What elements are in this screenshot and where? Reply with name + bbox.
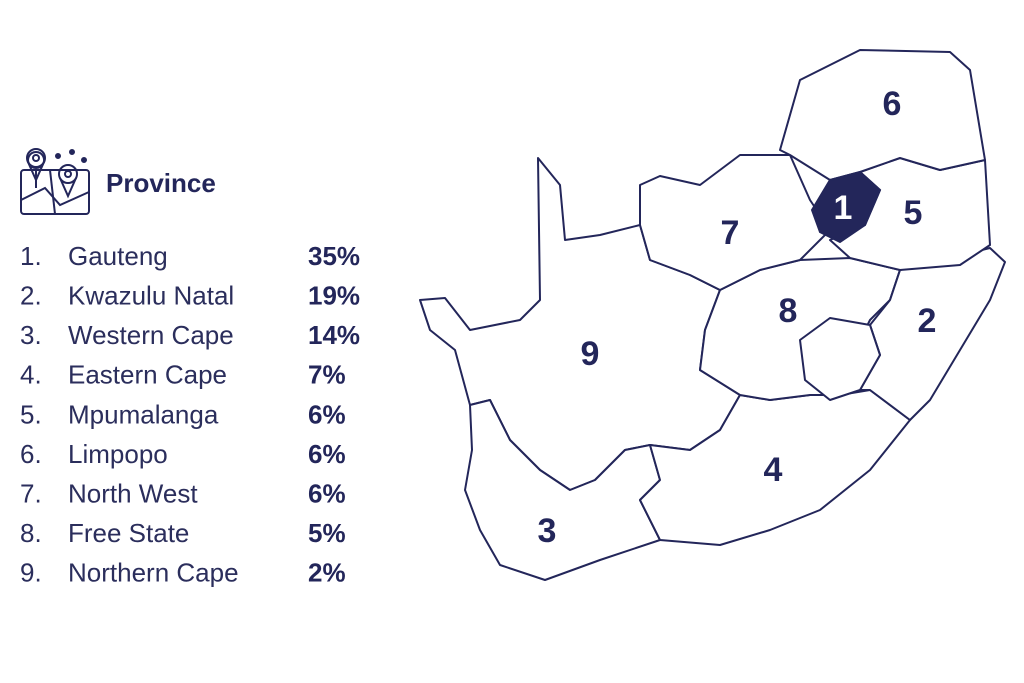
map-label: 3 <box>538 512 557 550</box>
map: 1 2 3 4 5 6 7 8 9 <box>419 49 1006 581</box>
province-share: 6% <box>308 399 346 429</box>
province-name: Kwazulu Natal <box>68 280 234 310</box>
province-name: Free State <box>68 518 189 548</box>
map-label: 5 <box>904 194 923 232</box>
map-label: 4 <box>764 451 783 489</box>
province-share: 6% <box>308 439 346 469</box>
province-name: Mpumalanga <box>68 399 219 429</box>
lesotho-shape <box>799 317 881 401</box>
row-number: 5. <box>20 399 42 429</box>
province-name: North West <box>68 478 198 508</box>
gauteng-shape <box>810 170 882 244</box>
map-label: 6 <box>883 85 902 123</box>
map-label: 8 <box>779 292 798 330</box>
row-number: 3. <box>20 320 42 350</box>
row-number: 6. <box>20 439 42 469</box>
row-number: 7. <box>20 478 42 508</box>
row-number: 1. <box>20 241 42 271</box>
row-number: 4. <box>20 360 42 390</box>
province-share: 6% <box>308 478 346 508</box>
province-share: 35% <box>308 241 360 271</box>
province-name: Gauteng <box>68 241 168 271</box>
legend-title: Province <box>106 168 216 198</box>
map-label: 1 <box>834 189 853 227</box>
province-name: Western Cape <box>68 320 234 350</box>
province-list: 1. Gauteng 35% 2. Kwazulu Natal 19% 3. Western … <box>20 241 360 588</box>
province-share: 14% <box>308 320 360 350</box>
map-label: 7 <box>721 214 740 252</box>
row-number: 9. <box>20 558 42 588</box>
row-number: 2. <box>20 280 42 310</box>
province-name: Limpopo <box>68 439 168 469</box>
province-icon <box>20 148 90 215</box>
province-share: 7% <box>308 360 346 390</box>
province-share: 2% <box>308 558 346 588</box>
map-label: 2 <box>918 302 937 340</box>
province-name: Eastern Cape <box>68 360 227 390</box>
province-share: 19% <box>308 280 360 310</box>
province-name: Northern Cape <box>68 558 239 588</box>
row-number: 8. <box>20 518 42 548</box>
province-shape <box>779 49 986 181</box>
map-label: 9 <box>581 335 600 373</box>
province-share: 5% <box>308 518 346 548</box>
